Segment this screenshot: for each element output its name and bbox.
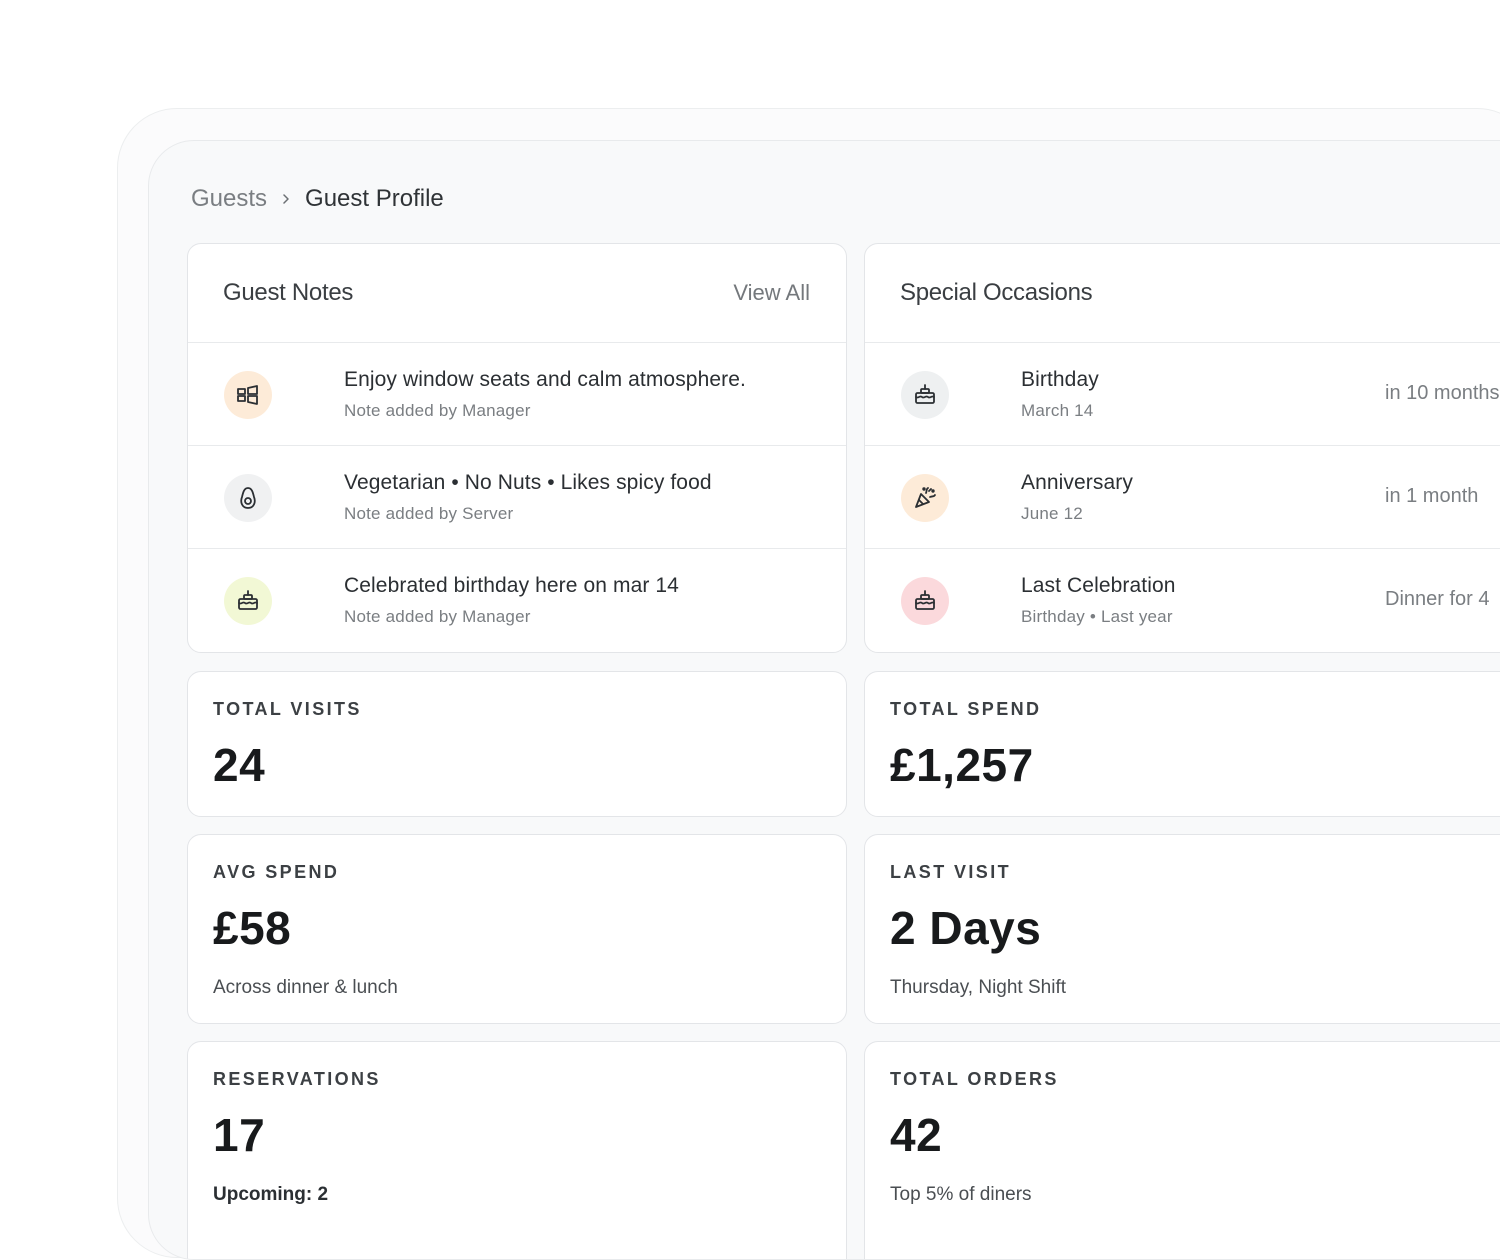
special-occasions-card: Special Occasions Birthday March 14 in 1… bbox=[864, 243, 1500, 653]
stat-value: 2 Days bbox=[890, 902, 1042, 954]
note-text: Celebrated birthday here on mar 14 bbox=[344, 574, 679, 597]
cake-icon bbox=[901, 577, 949, 625]
occasion-row[interactable]: Anniversary June 12 in 1 month bbox=[865, 446, 1500, 549]
breadcrumb-guests-link[interactable]: Guests bbox=[191, 185, 268, 212]
breadcrumb: Guests Guest Profile bbox=[191, 185, 444, 213]
occasion-countdown: in 1 month bbox=[1385, 485, 1479, 507]
note-text: Enjoy window seats and calm atmosphere. bbox=[344, 368, 746, 391]
total-visits-card: TOTAL VISITS 24 bbox=[187, 671, 847, 817]
cake-icon bbox=[901, 371, 949, 419]
note-row[interactable]: Celebrated birthday here on mar 14 Note … bbox=[188, 549, 846, 652]
occasion-name: Last Celebration bbox=[1021, 574, 1176, 597]
total-orders-card: TOTAL ORDERS 42 Top 5% of diners bbox=[864, 1041, 1500, 1259]
note-row[interactable]: Vegetarian • No Nuts • Likes spicy food … bbox=[188, 446, 846, 549]
breadcrumb-current: Guest Profile bbox=[305, 185, 444, 212]
guest-profile-panel: Guests Guest Profile Guest Notes View Al… bbox=[148, 140, 1500, 1260]
stat-label: TOTAL ORDERS bbox=[890, 1069, 1059, 1089]
stat-subtext: Top 5% of diners bbox=[890, 1184, 1032, 1205]
stat-label: TOTAL SPEND bbox=[890, 699, 1042, 719]
total-spend-card: TOTAL SPEND £1,257 bbox=[864, 671, 1500, 817]
party-popper-icon bbox=[901, 474, 949, 522]
occasion-countdown: in 10 months bbox=[1385, 382, 1500, 404]
stat-value: £1,257 bbox=[890, 739, 1034, 791]
window-icon bbox=[224, 371, 272, 419]
occasion-date: March 14 bbox=[1021, 401, 1094, 420]
avocado-icon bbox=[224, 474, 272, 522]
stat-label: TOTAL VISITS bbox=[213, 699, 362, 719]
special-occasions-header: Special Occasions bbox=[865, 244, 1500, 343]
avg-spend-card: AVG SPEND £58 Across dinner & lunch bbox=[187, 834, 847, 1024]
note-row[interactable]: Enjoy window seats and calm atmosphere. … bbox=[188, 343, 846, 446]
cake-icon bbox=[224, 577, 272, 625]
stat-value: 17 bbox=[213, 1109, 266, 1161]
note-text: Vegetarian • No Nuts • Likes spicy food bbox=[344, 471, 712, 494]
last-visit-card: LAST VISIT 2 Days Thursday, Night Shift bbox=[864, 834, 1500, 1024]
chevron-right-icon bbox=[283, 194, 289, 204]
stat-subtext: Across dinner & lunch bbox=[213, 977, 398, 998]
guest-notes-header: Guest Notes View All bbox=[188, 244, 846, 343]
occasion-name: Birthday bbox=[1021, 368, 1099, 391]
occasion-row[interactable]: Last Celebration Birthday • Last year Di… bbox=[865, 549, 1500, 652]
special-occasions-title: Special Occasions bbox=[900, 279, 1093, 306]
stat-value: £58 bbox=[213, 902, 292, 954]
occasion-date: June 12 bbox=[1021, 504, 1083, 523]
reservations-card: RESERVATIONS 17 Upcoming: 2 bbox=[187, 1041, 847, 1259]
occasion-detail: Birthday • Last year bbox=[1021, 607, 1173, 626]
view-all-link[interactable]: View All bbox=[733, 280, 810, 305]
occasion-summary: Dinner for 4 bbox=[1385, 588, 1490, 610]
note-author: Note added by Manager bbox=[344, 401, 531, 420]
stat-value: 24 bbox=[213, 739, 266, 791]
stat-label: RESERVATIONS bbox=[213, 1069, 381, 1089]
occasion-row[interactable]: Birthday March 14 in 10 months bbox=[865, 343, 1500, 446]
stat-label: AVG SPEND bbox=[213, 862, 340, 882]
note-author: Note added by Manager bbox=[344, 607, 531, 626]
guest-notes-title: Guest Notes bbox=[223, 279, 354, 306]
stat-value: 42 bbox=[890, 1109, 943, 1161]
occasion-name: Anniversary bbox=[1021, 471, 1133, 494]
guest-notes-card: Guest Notes View All Enjoy window seats … bbox=[187, 243, 847, 653]
note-author: Note added by Server bbox=[344, 504, 514, 523]
stat-subtext: Thursday, Night Shift bbox=[890, 977, 1067, 998]
stat-label: LAST VISIT bbox=[890, 862, 1012, 882]
stat-subtext: Upcoming: 2 bbox=[213, 1184, 329, 1205]
